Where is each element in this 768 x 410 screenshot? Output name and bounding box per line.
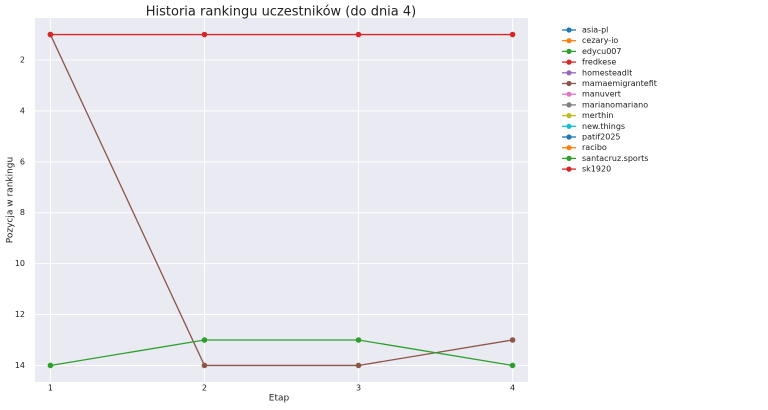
point [47,362,54,369]
legend-label: asia-pl [582,26,608,35]
legend-label: merthin [582,111,614,120]
point [509,362,516,369]
y-axis-label: Pozycja w rankingu [6,157,16,243]
point [201,362,208,369]
legend-marker [566,145,572,151]
legend-marker [566,123,572,129]
point [47,31,54,38]
legend-marker [566,166,572,172]
legend-label: manuvert [582,90,621,99]
y-tick-label: 2 [20,56,25,65]
point [201,31,208,38]
point [201,337,208,343]
legend-label: sk1920 [582,165,611,174]
legend-marker [566,70,572,76]
y-tick-label: 14 [15,361,25,370]
plot-area [35,18,528,382]
legend-label: cezary-io [582,36,618,45]
point [509,337,516,343]
point [355,337,362,343]
y-tick-label: 8 [20,208,25,217]
y-tick-label: 6 [20,157,25,166]
legend-label: edycu007 [582,47,621,56]
point [355,31,362,38]
point [509,31,516,38]
y-tick-label: 12 [15,310,25,319]
legend-marker [566,134,572,140]
chart-title: Historia rankingu uczestników (do dnia 4… [146,5,417,20]
legend-marker [566,102,572,108]
x-tick-label: 4 [510,384,515,393]
point [355,362,362,369]
legend-marker [566,113,572,119]
legend-label: new.things [582,122,625,131]
x-tick-label: 3 [356,384,361,393]
x-tick-label: 1 [48,384,53,393]
legend-marker [566,38,572,44]
y-tick-label: 10 [15,259,25,268]
legend-marker [566,155,572,161]
legend-label: fredkese [582,58,616,67]
legend-label: racibo [582,143,607,152]
legend-label: santacruz.sports [582,154,648,163]
legend-marker [566,91,572,97]
series-line [50,339,513,367]
legend-marker [566,80,572,87]
y-tick-label: 4 [20,106,25,115]
x-tick-label: 2 [202,384,207,393]
x-axis-label: Etap [269,394,290,404]
legend-marker [566,48,572,55]
legend-label: marianomariano [582,100,648,109]
legend-label: patif2025 [582,133,621,142]
legend-label: homesteadlt [582,68,632,77]
legend-marker [566,27,572,33]
legend-label: mamaemigrantefit [582,79,657,88]
legend-marker [566,59,572,65]
